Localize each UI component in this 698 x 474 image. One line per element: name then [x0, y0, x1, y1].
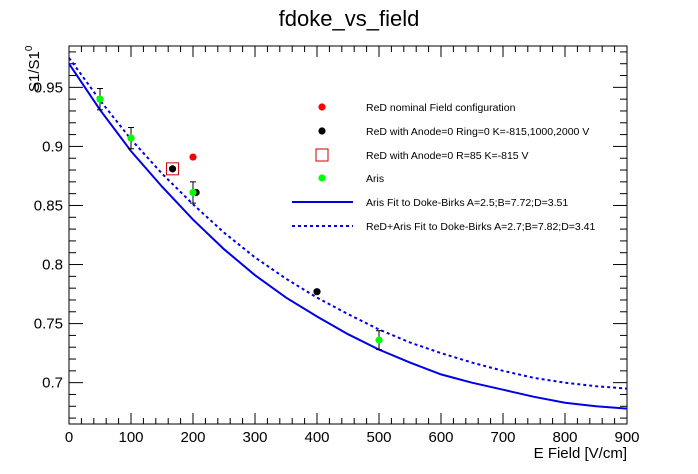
data-point	[189, 188, 197, 197]
legend-label: ReD+Aris Fit to Doke-Birks A=2.7;B=7.82;…	[366, 221, 596, 233]
legend-marker	[318, 127, 326, 135]
y-tick-label: 0.75	[34, 316, 63, 333]
legend-label: ReD nominal Field configuration	[366, 102, 516, 114]
y-axis-title: S1/S10	[24, 45, 43, 92]
x-tick-label: 700	[490, 429, 515, 446]
data-point	[189, 153, 197, 161]
fit-curves	[68, 57, 628, 410]
plot-frame	[68, 45, 628, 425]
legend-marker-square	[315, 148, 329, 162]
legend-label: Aris Fit to Doke-Birks A=2.5;B=7.72;D=3.…	[366, 197, 568, 209]
data-point	[313, 288, 321, 296]
data-point	[127, 134, 135, 142]
x-tick-label: 900	[614, 429, 639, 446]
x-tick-label: 500	[366, 429, 391, 446]
x-tick-label: 300	[242, 429, 267, 446]
fit-curve-solid	[68, 63, 628, 410]
legend-label: ReD with Anode=0 Ring=0 K=-815,1000,2000…	[366, 126, 589, 138]
data-point	[168, 165, 177, 173]
x-axis-title: E Field [V/cm]	[534, 445, 627, 462]
legend: ReD nominal Field configuration ReD with …	[292, 102, 596, 233]
plot-area-border	[68, 45, 628, 425]
legend-label: ReD with Anode=0 R=85 K=-815 V	[366, 150, 529, 162]
data-point	[96, 95, 104, 103]
y-axis-title-main: S1/S1	[26, 51, 43, 92]
legend-label: Aris	[366, 173, 384, 185]
x-tick-label: 600	[428, 429, 453, 446]
data-point-square	[166, 162, 180, 176]
data-point	[375, 336, 383, 344]
axis-ticks: 0 100 200 300 400 500 600 700 800 900 0.7 0.75 0.8 0.…	[34, 46, 640, 446]
x-tick-label: 200	[180, 429, 205, 446]
x-tick-label: 0	[65, 429, 73, 446]
y-tick-label: 0.95	[34, 79, 63, 96]
y-tick-label: 0.9	[42, 138, 63, 155]
y-tick-label: 0.7	[42, 375, 63, 392]
y-tick-label: 0.85	[34, 197, 63, 214]
x-tick-label: 100	[118, 429, 143, 446]
data-points	[96, 88, 383, 351]
x-tick-label: 400	[304, 429, 329, 446]
y-tick-label: 0.8	[42, 257, 63, 274]
x-tick-label: 800	[552, 429, 577, 446]
chart-title: fdoke_vs_field	[279, 6, 420, 31]
y-axis-title-superscript: 0	[24, 45, 35, 51]
legend-marker	[318, 174, 326, 182]
legend-marker	[318, 103, 326, 111]
